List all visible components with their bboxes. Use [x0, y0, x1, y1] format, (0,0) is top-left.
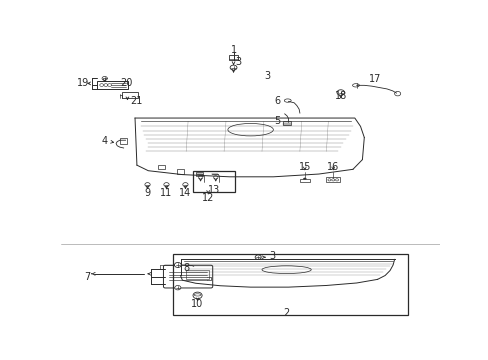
- Bar: [282, 121, 290, 125]
- Circle shape: [174, 262, 181, 267]
- Text: 14: 14: [179, 188, 191, 198]
- Text: 5: 5: [273, 116, 280, 126]
- Bar: [193, 171, 234, 192]
- Circle shape: [175, 285, 181, 290]
- Circle shape: [255, 255, 261, 260]
- Text: 11: 11: [160, 188, 172, 198]
- Bar: [326, 177, 339, 183]
- Circle shape: [102, 76, 107, 80]
- Text: 17: 17: [368, 74, 380, 84]
- Bar: [120, 138, 127, 144]
- Text: 19: 19: [77, 78, 89, 89]
- FancyBboxPatch shape: [163, 265, 212, 288]
- Ellipse shape: [352, 84, 359, 87]
- Text: 3: 3: [235, 57, 241, 67]
- Bar: [228, 55, 238, 60]
- Text: 10: 10: [191, 299, 203, 309]
- Bar: [97, 81, 128, 89]
- Circle shape: [144, 183, 150, 186]
- Text: 2: 2: [283, 309, 289, 319]
- Bar: [299, 179, 309, 183]
- Bar: [176, 169, 184, 174]
- Bar: [158, 165, 165, 169]
- Text: 18: 18: [334, 91, 346, 102]
- Text: 3: 3: [269, 251, 275, 261]
- Ellipse shape: [284, 99, 290, 102]
- Bar: [195, 172, 203, 176]
- Text: 9: 9: [144, 188, 150, 198]
- Text: 21: 21: [130, 96, 143, 106]
- Bar: [173, 254, 407, 315]
- Circle shape: [193, 292, 202, 299]
- Bar: [122, 92, 138, 98]
- Text: 1: 1: [230, 45, 236, 55]
- Text: 15: 15: [298, 162, 310, 172]
- Text: 3: 3: [264, 72, 270, 81]
- Bar: [186, 270, 208, 279]
- Text: 4: 4: [102, 136, 107, 146]
- Circle shape: [303, 178, 305, 180]
- Text: 20: 20: [120, 77, 132, 87]
- Circle shape: [163, 183, 169, 186]
- Circle shape: [183, 183, 188, 186]
- Text: 7: 7: [83, 273, 90, 283]
- Text: 6: 6: [273, 96, 280, 107]
- Circle shape: [336, 90, 344, 95]
- Circle shape: [394, 91, 400, 96]
- Text: 8: 8: [183, 263, 189, 273]
- Ellipse shape: [194, 294, 201, 296]
- Circle shape: [230, 65, 237, 70]
- Text: 16: 16: [326, 162, 339, 172]
- Text: 12: 12: [202, 193, 214, 203]
- Text: 13: 13: [207, 185, 220, 194]
